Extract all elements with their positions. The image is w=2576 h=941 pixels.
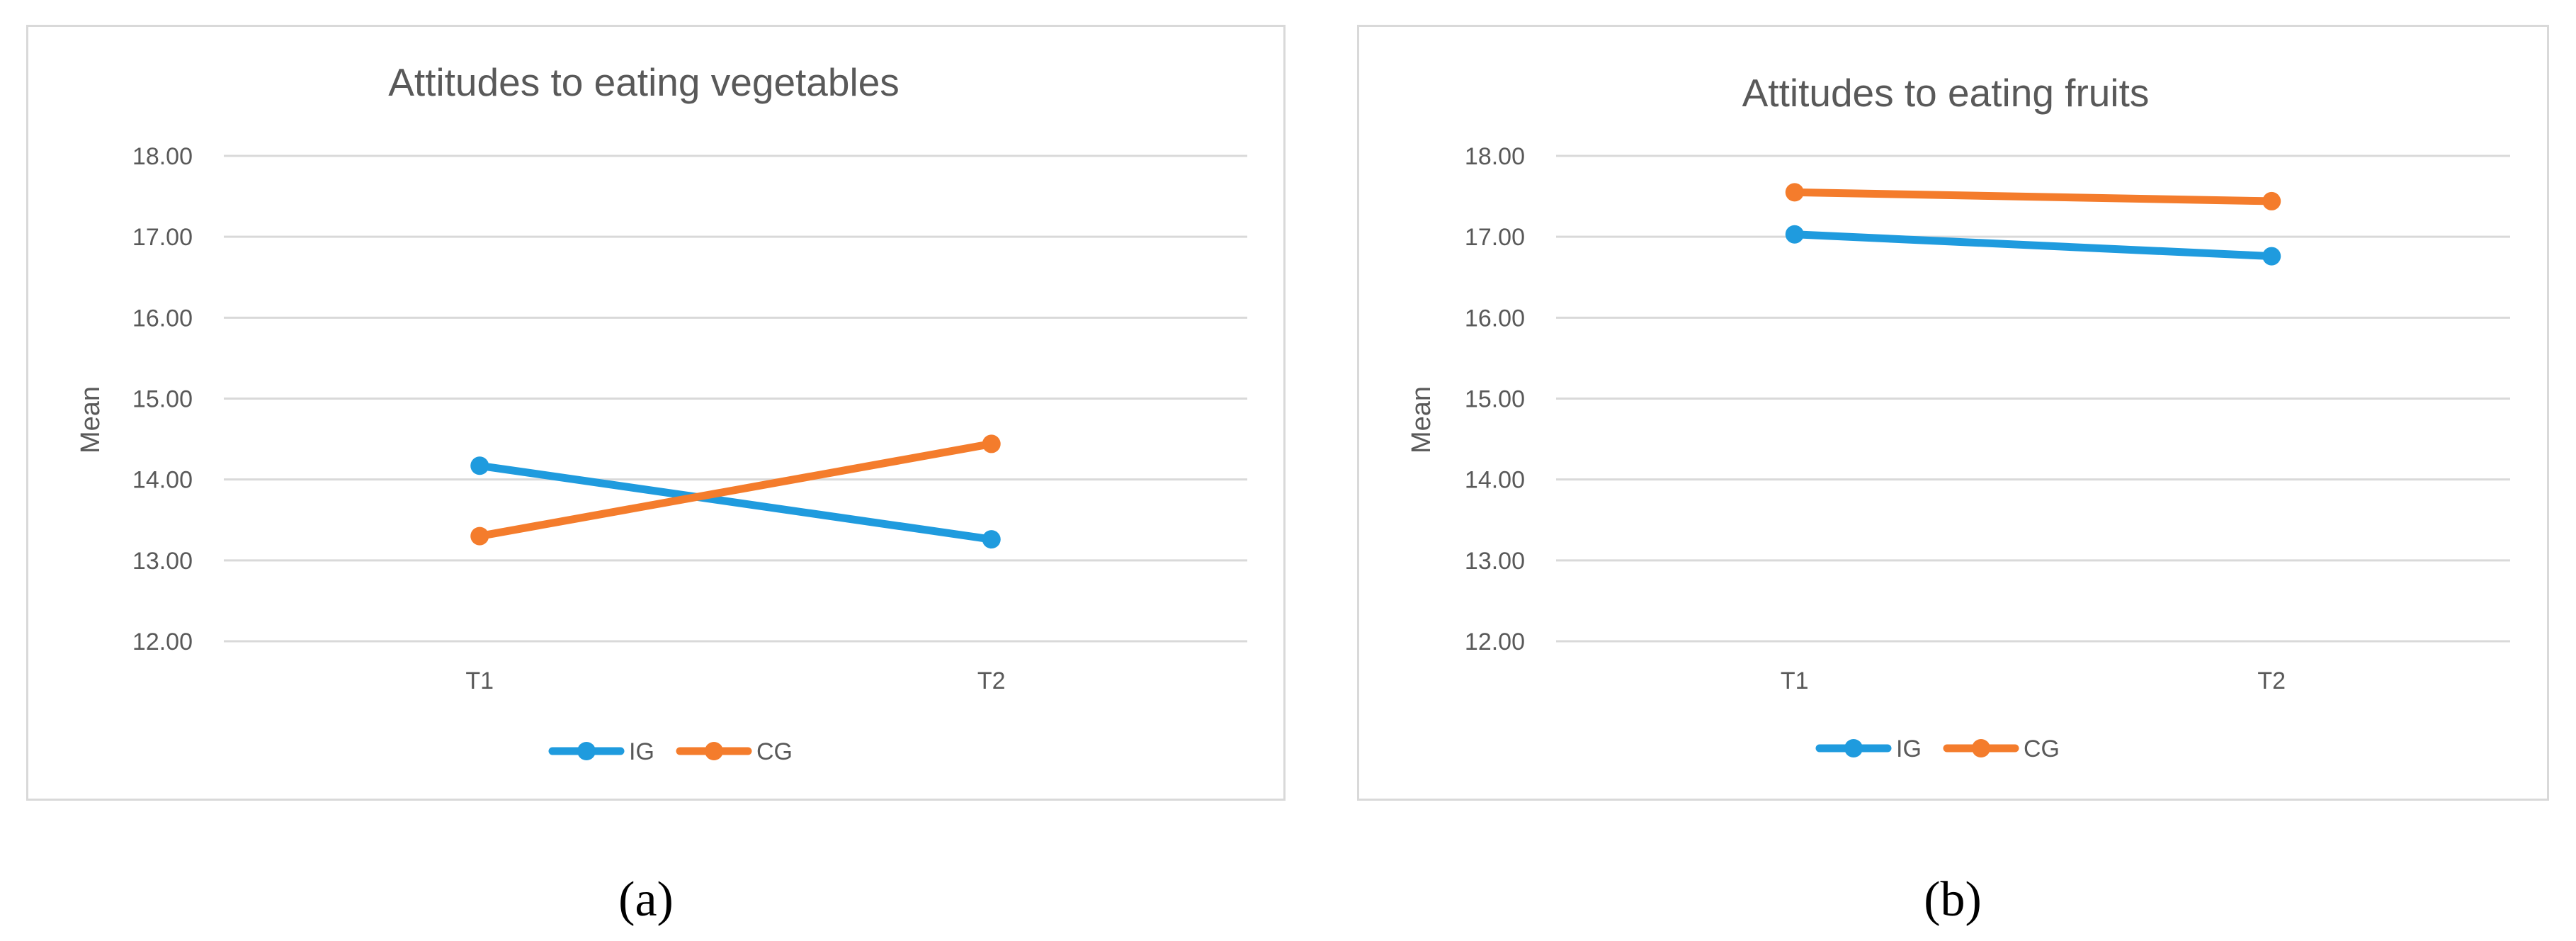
x-tick-label: T2: [977, 667, 1006, 694]
chart-title: Attitudes to eating fruits: [1742, 71, 2150, 115]
legend-marker-ig: [577, 742, 596, 760]
y-tick-label: 15.00: [1465, 386, 1525, 413]
caption-a: (a): [618, 872, 674, 927]
chart-title: Attitudes to eating vegetables: [388, 60, 900, 104]
data-point-ig: [2262, 247, 2281, 266]
y-tick-label: 13.00: [132, 548, 193, 575]
data-point-cg: [1785, 183, 1804, 202]
y-axis-title: Mean: [76, 386, 106, 453]
y-tick-label: 16.00: [1465, 305, 1525, 332]
y-tick-label: 16.00: [132, 305, 193, 332]
data-point-ig: [982, 530, 1001, 549]
legend-label-cg: CG: [2024, 736, 2060, 762]
series-line-ig: [1791, 230, 2276, 261]
chart-vegetables: Attitudes to eating vegetables 12.00 13.00…: [76, 60, 1247, 765]
legend-marker-ig: [1844, 739, 1863, 757]
data-point-ig: [1785, 225, 1804, 244]
y-tick-label: 12.00: [1465, 629, 1525, 655]
series-line-cg: [1791, 188, 2276, 205]
data-point-cg: [2262, 191, 2281, 210]
legend-label-ig: IG: [1896, 736, 1922, 762]
data-point-cg: [470, 526, 489, 546]
caption-b: (b): [1924, 872, 1982, 927]
y-tick-label: 12.00: [132, 629, 193, 655]
data-point-ig: [470, 456, 489, 475]
y-tick-label: 15.00: [132, 386, 193, 413]
x-tick-label: T1: [1781, 667, 1809, 694]
y-tick-label: 14.00: [132, 467, 193, 494]
legend-marker-cg: [705, 742, 723, 760]
series-line-ig: [475, 461, 996, 543]
x-tick-label: T1: [465, 667, 494, 694]
chart-panel-fruits: Attitudes to eating fruits 12.00 13.00 14.0…: [1357, 25, 2549, 801]
y-tick-label: 18.00: [132, 143, 193, 170]
legend-marker-cg: [1972, 739, 1990, 757]
data-point-cg: [982, 434, 1001, 453]
x-tick-label: T2: [2257, 667, 2286, 694]
y-axis-title: Mean: [1407, 386, 1436, 453]
y-tick-label: 13.00: [1465, 548, 1525, 575]
legend-label-cg: CG: [756, 738, 793, 765]
chart-fruits: Attitudes to eating fruits 12.00 13.00 14.0…: [1407, 71, 2510, 762]
y-tick-label: 17.00: [1465, 224, 1525, 251]
legend-label-ig: IG: [629, 738, 654, 765]
chart-panel-vegetables: Attitudes to eating vegetables 12.00 13.00…: [26, 25, 1286, 801]
y-tick-label: 17.00: [132, 224, 193, 251]
y-tick-label: 18.00: [1465, 143, 1525, 170]
y-tick-label: 14.00: [1465, 467, 1525, 494]
series-line-cg: [475, 439, 996, 541]
